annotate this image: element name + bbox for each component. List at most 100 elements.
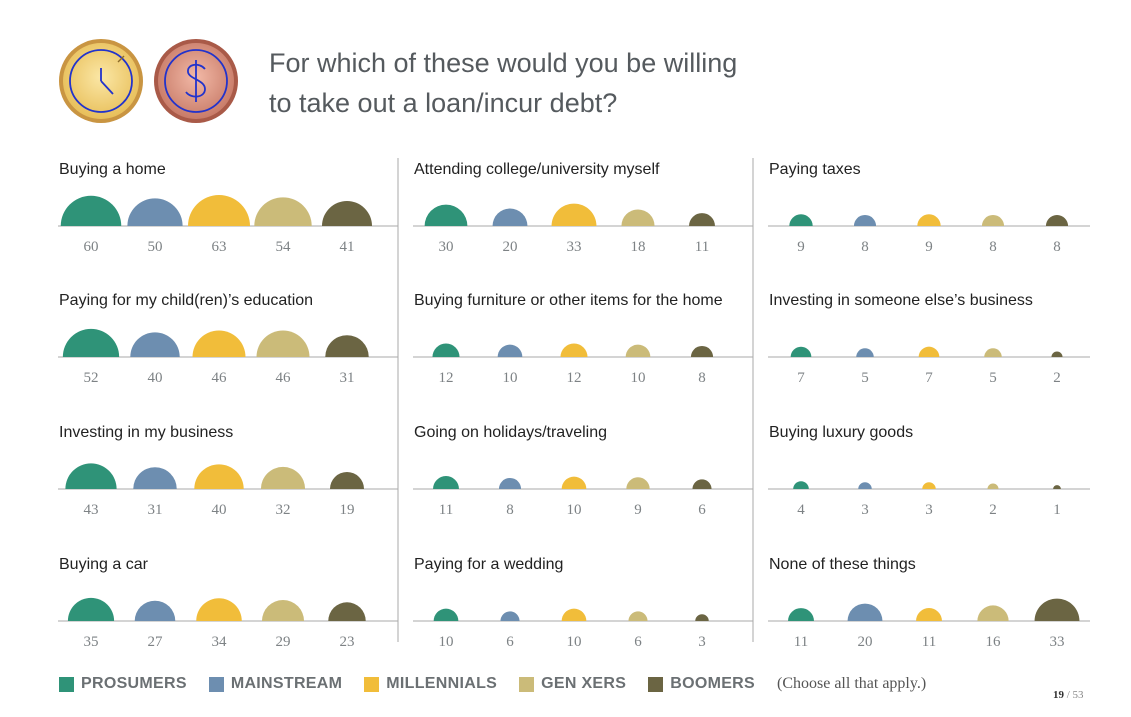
bubble-mark (628, 611, 648, 621)
bubble-mark (424, 204, 468, 226)
bubble-mark (922, 482, 936, 489)
bubble-mark (695, 614, 709, 621)
bubble-mark (987, 483, 999, 489)
bubble-mark (690, 345, 714, 357)
bubble-mark (984, 348, 1002, 357)
value-label: 9 (925, 239, 933, 255)
bubble-mark (856, 348, 874, 357)
value-label: 3 (861, 502, 869, 518)
value-label: 11 (794, 634, 808, 650)
bubble-mark (329, 471, 365, 489)
bubble-mark (194, 464, 244, 489)
panel-title: Paying for my child(ren)’s education (59, 292, 313, 309)
value-label: 10 (567, 502, 582, 518)
value-label: 10 (439, 634, 454, 650)
bubble-mark (692, 479, 712, 489)
value-label: 12 (439, 370, 454, 386)
value-label: 27 (148, 634, 164, 650)
bubble-mark (321, 201, 373, 226)
legend-item: PROSUMERS (59, 675, 187, 693)
value-label: 54 (276, 239, 292, 255)
bubble-mark (188, 195, 250, 226)
bubble-mark (130, 332, 180, 357)
value-label: 3 (925, 502, 933, 518)
bubble-mark (689, 213, 715, 226)
value-label: 9 (634, 502, 642, 518)
title-line-1: For which of these would you be willing (269, 48, 738, 78)
panel-title: Going on holidays/traveling (414, 424, 607, 441)
page-title: For which of these would you be willing … (269, 43, 829, 123)
panel: Buying a home 60 50 63 54 41 (58, 161, 398, 255)
choose-note: (Choose all that apply.) (777, 675, 927, 692)
bubble-mark (1051, 351, 1063, 357)
panel-title: Attending college/university myself (414, 161, 660, 178)
panel-title: Paying taxes (769, 161, 861, 178)
value-label: 60 (84, 239, 99, 255)
panel-title: Buying luxury goods (769, 424, 913, 441)
panel: Buying furniture or other items for the … (413, 292, 753, 386)
value-label: 3 (698, 634, 706, 650)
value-label: 52 (84, 370, 99, 386)
bubble-mark (497, 344, 523, 357)
value-label: 10 (567, 634, 582, 650)
panel: Attending college/university myself 30 20 3… (413, 161, 753, 255)
value-label: 11 (922, 634, 936, 650)
value-label: 7 (925, 370, 933, 386)
panel-title: Paying for a wedding (414, 556, 563, 573)
bubble-mark (981, 214, 1005, 226)
bubble-mark (60, 195, 122, 226)
legend-swatch (364, 676, 380, 692)
bubble-mark (498, 477, 522, 489)
value-label: 10 (631, 370, 646, 386)
bubble-mark (260, 466, 306, 489)
value-label: 16 (986, 634, 1002, 650)
panel: Going on holidays/traveling 11 8 10 9 6 (413, 424, 753, 518)
value-label: 29 (276, 634, 291, 650)
panel: None of these things 11 20 11 16 33 (768, 556, 1090, 650)
value-label: 8 (698, 370, 706, 386)
bubble-mark (917, 214, 941, 226)
value-label: 40 (148, 370, 163, 386)
value-label: 2 (989, 502, 997, 518)
value-label: 11 (439, 502, 453, 518)
value-label: 8 (989, 239, 997, 255)
bubble-mark (789, 214, 813, 226)
panel-title: Buying a car (59, 556, 149, 573)
value-label: 20 (858, 634, 873, 650)
bubble-mark (916, 608, 942, 621)
bubble-mark (626, 477, 650, 489)
value-label: 46 (212, 370, 228, 386)
panel-title: Investing in someone else’s business (769, 292, 1033, 309)
bubble-mark (853, 214, 877, 226)
bubble-mark (492, 208, 528, 226)
bubble-mark (62, 328, 120, 357)
legend-label: PROSUMERS (81, 675, 187, 692)
panel: Buying a car 35 27 34 29 23 (58, 556, 398, 650)
bubble-mark (500, 611, 520, 621)
bubble-mark (918, 346, 940, 357)
value-label: 5 (989, 370, 997, 386)
bubble-mark (790, 346, 812, 357)
bubble-mark (621, 209, 655, 226)
panel: Paying taxes 9 8 9 8 8 (768, 161, 1090, 255)
value-label: 6 (506, 634, 514, 650)
value-label: 23 (340, 634, 355, 650)
bubble-mark (134, 600, 176, 621)
bubble-mark (560, 343, 588, 357)
legend-label: MILLENNIALS (386, 675, 498, 692)
bubble-mark (261, 599, 305, 621)
bubble-mark (256, 330, 310, 357)
value-label: 30 (439, 239, 454, 255)
value-label: 40 (212, 502, 227, 518)
legend-item: GEN XERS (519, 675, 626, 693)
page-total: / 53 (1066, 689, 1084, 701)
bubble-mark (1045, 214, 1069, 226)
value-label: 33 (1050, 634, 1065, 650)
value-label: 5 (861, 370, 869, 386)
bubble-mark (561, 476, 587, 489)
page-number: 19 / 53 (1053, 689, 1084, 701)
bubble-mark (325, 335, 369, 357)
panel-title: Buying furniture or other items for the … (414, 292, 723, 309)
value-label: 31 (340, 370, 355, 386)
